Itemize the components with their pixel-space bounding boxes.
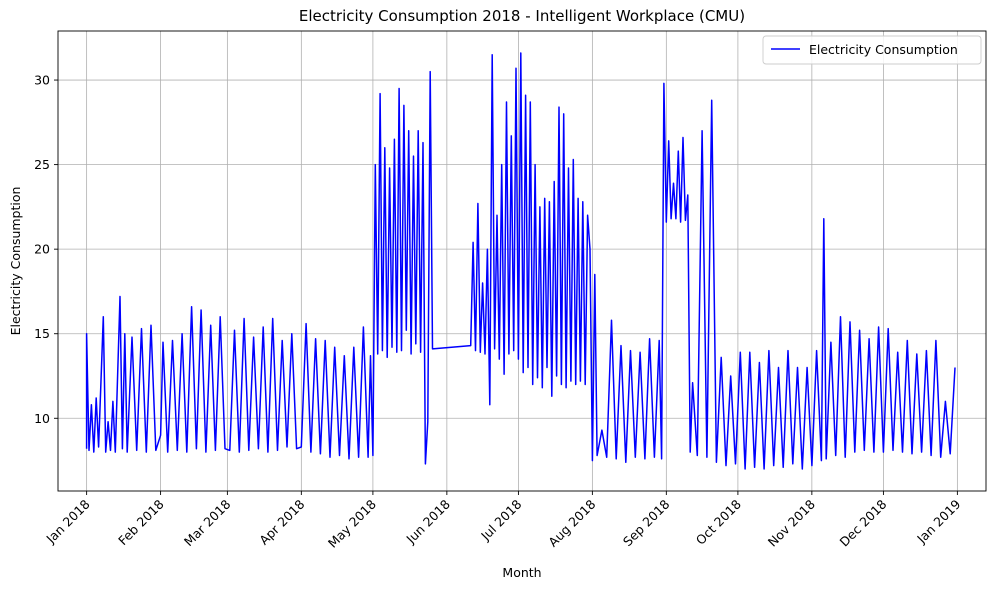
x-tick-label: Nov 2018: [765, 496, 818, 549]
x-tick-label: Mar 2018: [181, 496, 234, 549]
x-tick-label: Feb 2018: [115, 496, 167, 548]
plot-frame: [57, 30, 987, 492]
x-tick-label: Jul 2018: [477, 496, 524, 543]
y-tick-label: 20: [34, 242, 50, 257]
y-axis-ticks: 10 15 20 25 30: [34, 73, 58, 426]
x-axis-ticks: Jan 2018 Feb 2018 Mar 2018 Apr 2018 May 2018…: [42, 491, 964, 551]
legend-box: [762, 35, 982, 65]
legend: Electricity Consumption: [762, 35, 982, 65]
y-tick-label: 30: [34, 73, 50, 88]
x-tick-label: Jan 2018: [42, 496, 92, 546]
x-tick-label: May 2018: [325, 496, 379, 550]
series-line-electricity-consumption: [85, 52, 956, 470]
y-tick-label: 15: [34, 326, 50, 341]
y-tick-label: 25: [34, 157, 50, 172]
legend-label-electricity: Electricity Consumption: [809, 42, 958, 57]
y-tick-label: 10: [34, 411, 50, 426]
x-tick-label: Sep 2018: [620, 496, 673, 549]
x-tick-label: Dec 2018: [837, 496, 890, 549]
x-tick-label: Aug 2018: [545, 496, 598, 549]
x-tick-label: Apr 2018: [256, 496, 307, 547]
y-axis-label: Electricity Consumption: [8, 187, 23, 336]
x-tick-label: Jun 2018: [403, 496, 453, 546]
x-axis-label: Month: [502, 565, 541, 580]
chart-title: Electricity Consumption 2018 - Intellige…: [299, 7, 745, 25]
x-tick-label: Oct 2018: [693, 496, 744, 547]
x-tick-label: Jan 2019: [913, 496, 963, 546]
series-layer: [85, 52, 956, 470]
